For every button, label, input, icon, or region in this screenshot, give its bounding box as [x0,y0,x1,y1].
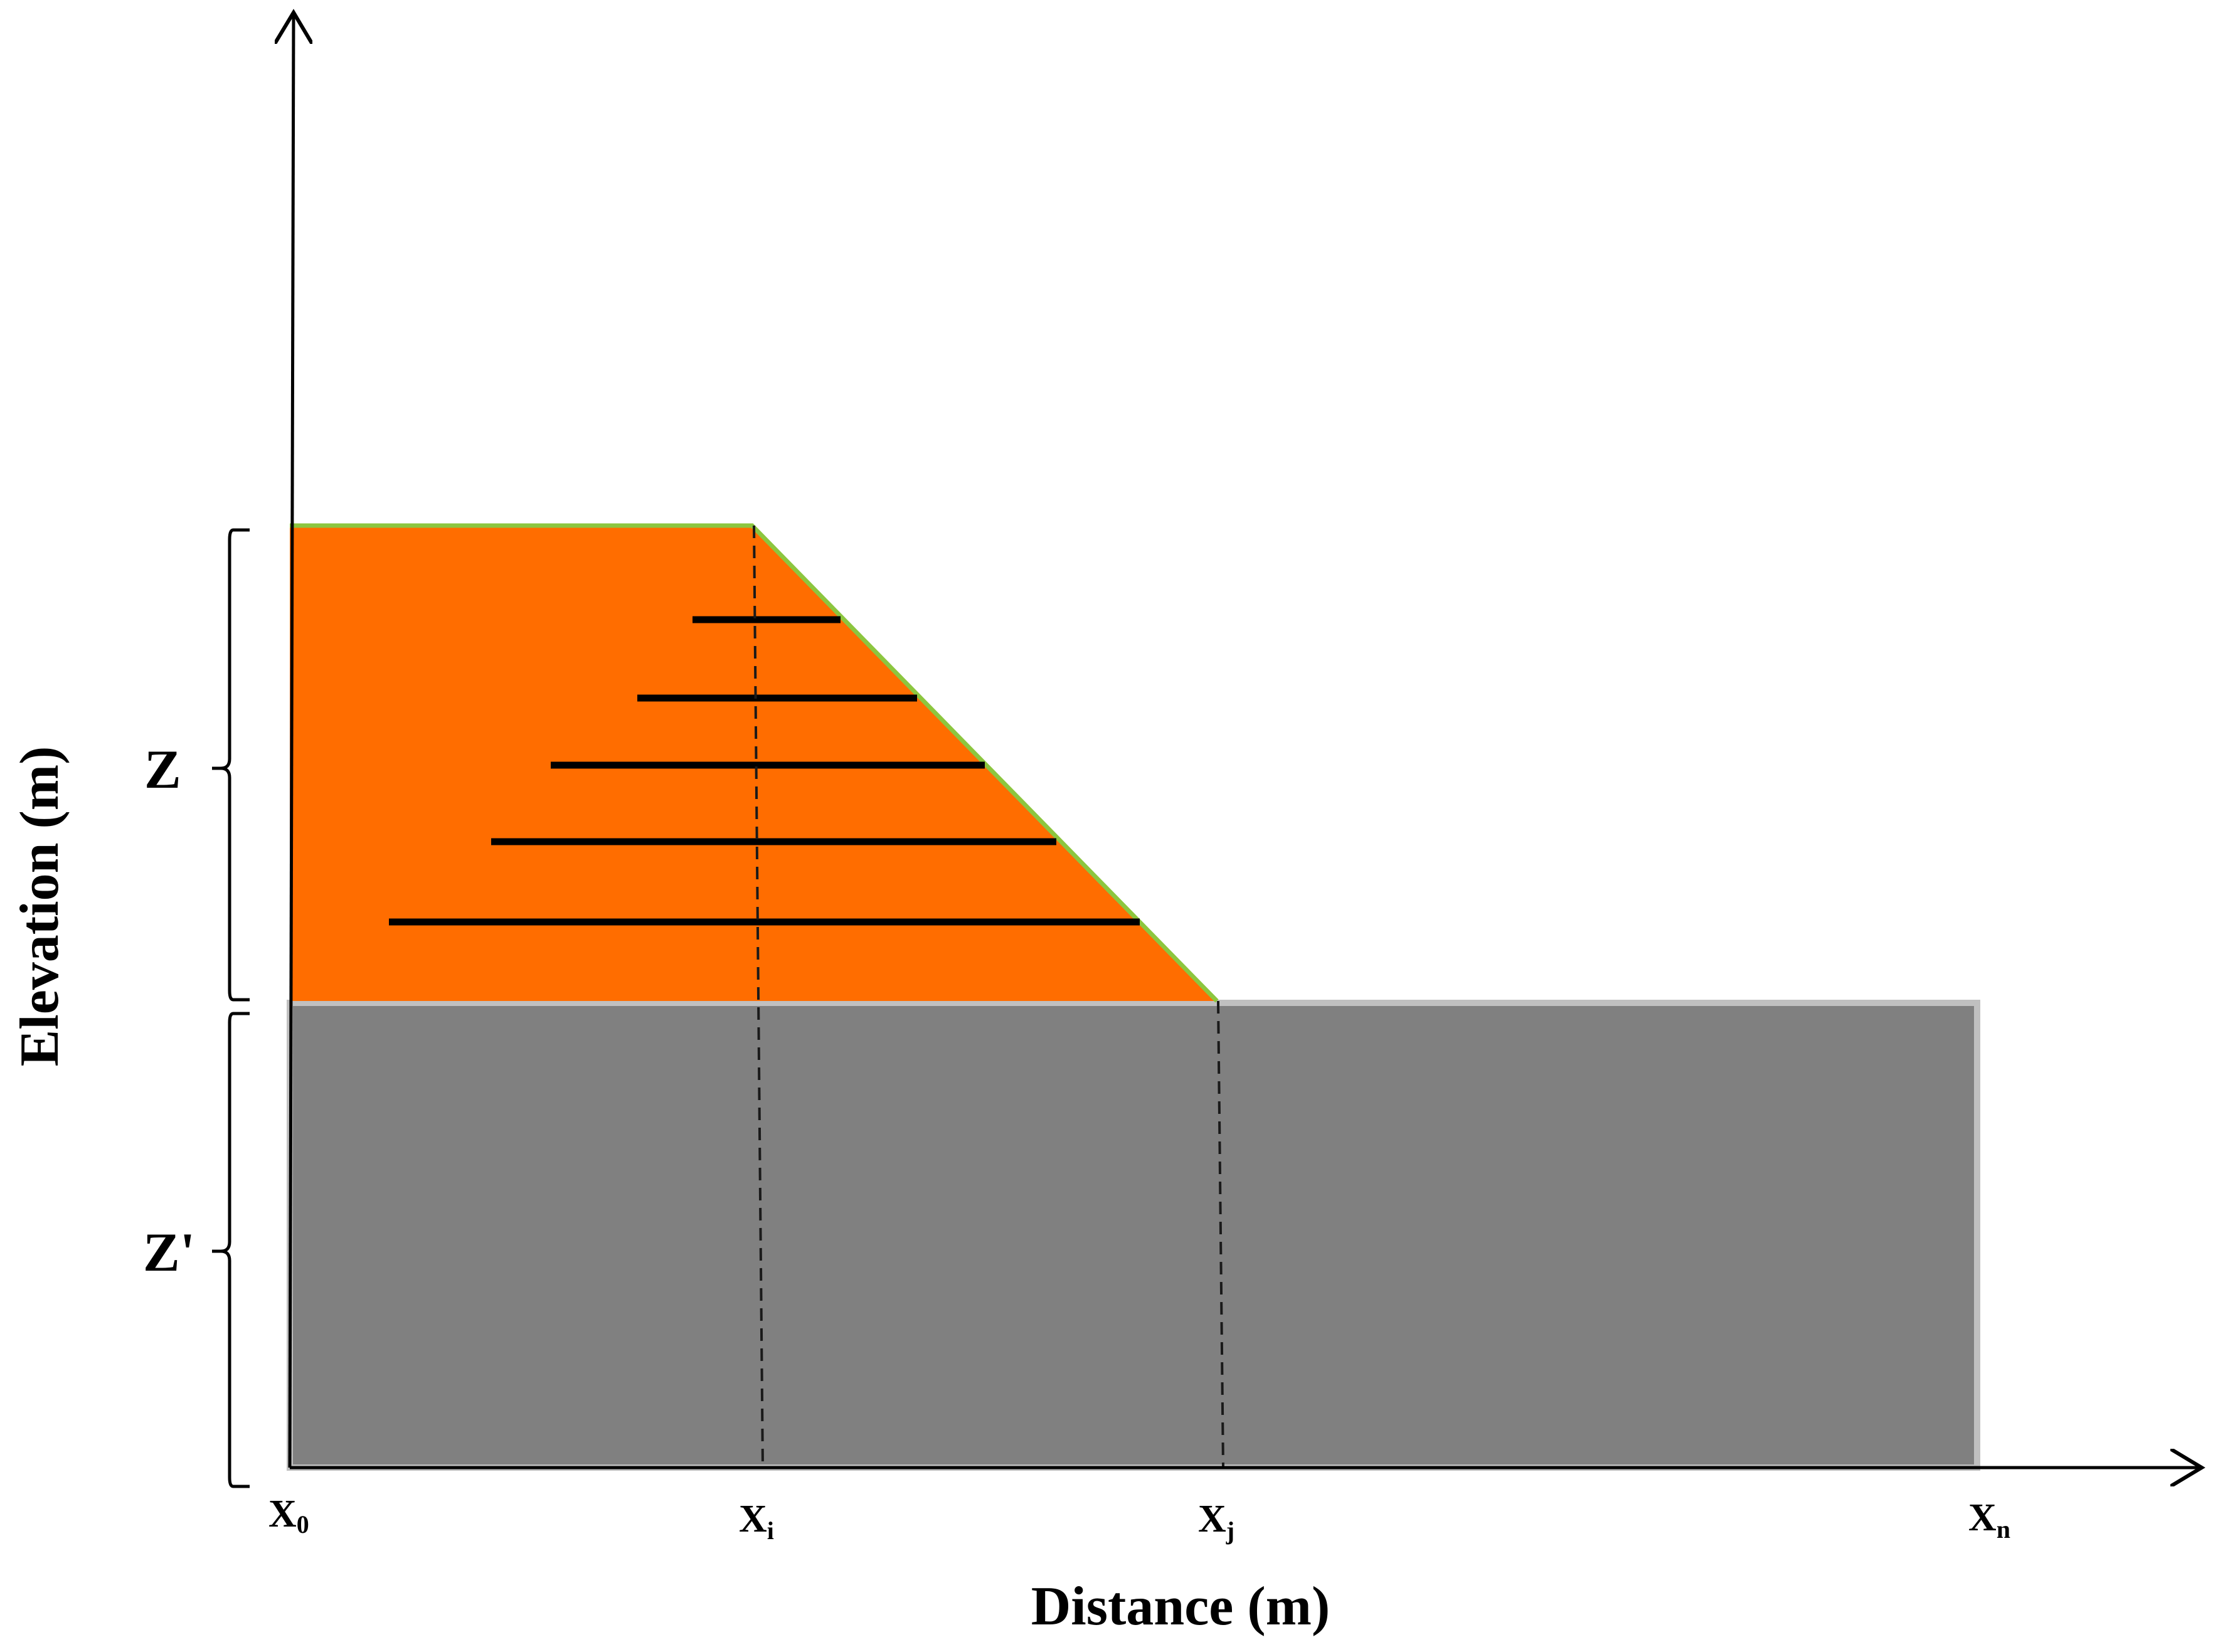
xj-guide-line [1217,1000,1224,1468]
upper-layer-brace [212,528,250,1002]
xn-label: Xn [1968,1496,2010,1543]
slope-edge [290,523,1219,1003]
xi-guide-line [753,525,764,1468]
y-axis [290,13,294,1468]
x0-label: X0 [268,1493,309,1538]
x-axis-title: Distance (m) [1031,1576,1330,1637]
xj-label: Xj [1198,1498,1234,1545]
upper-layer-label: Z [144,739,181,800]
xi-label: Xi [739,1498,774,1545]
lower-layer-brace [212,1012,250,1488]
hatch-lines [389,616,1140,926]
y-axis-title: Elevation (m) [9,746,70,1067]
lower-layer [287,1000,1980,1471]
lower-layer-label: Z' [143,1222,195,1283]
